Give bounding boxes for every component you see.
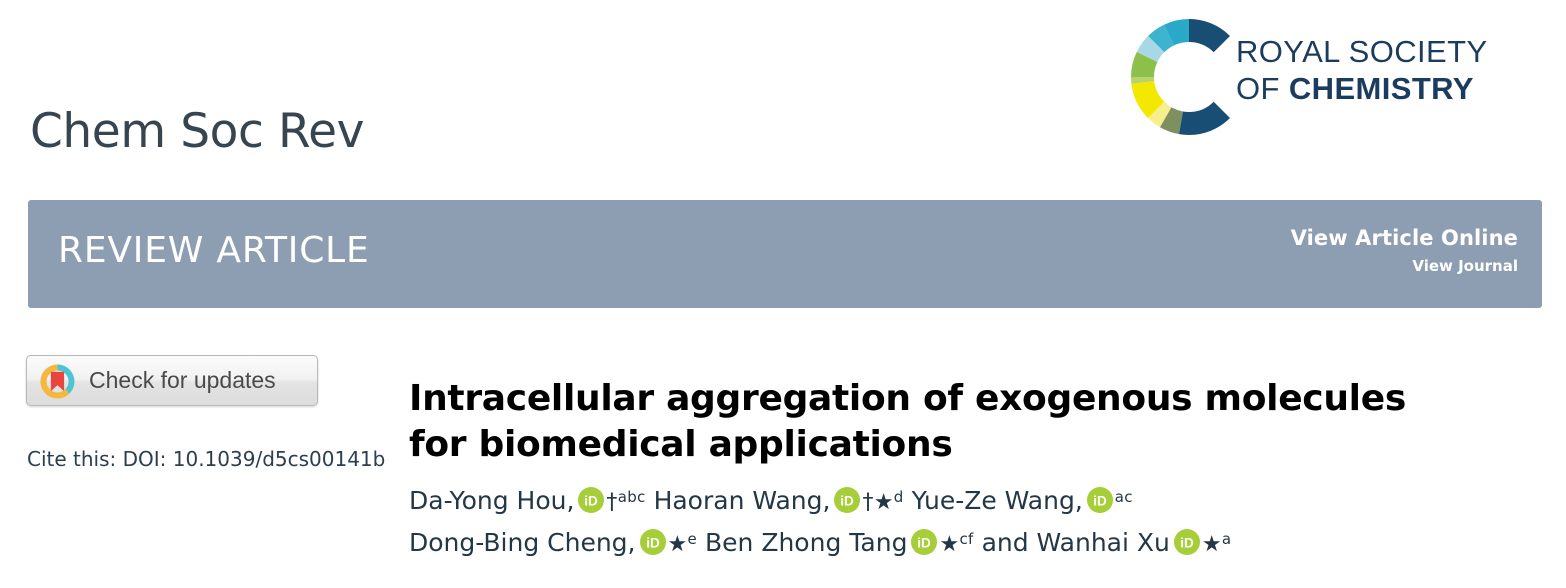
author-affiliation-marker: ac (1114, 488, 1133, 506)
svg-text:iD: iD (918, 535, 932, 550)
author-mark: ★ (667, 532, 688, 557)
publisher-name-line1: ROYAL SOCIETY (1236, 34, 1488, 69)
journal-title: Chem Soc Rev (30, 104, 365, 159)
orcid-icon[interactable]: iD (911, 528, 938, 566)
svg-text:iD: iD (585, 493, 599, 508)
publisher-logo: ROYAL SOCIETY OF CHEMISTRY (1128, 16, 1542, 136)
author-mark: ★ (1201, 532, 1222, 557)
author-name: and Wanhai Xu (981, 528, 1170, 557)
orcid-icon[interactable]: iD (834, 486, 861, 524)
orcid-icon[interactable]: iD (578, 486, 605, 524)
orcid-icon[interactable]: iD (1173, 528, 1200, 566)
orcid-icon[interactable]: iD (639, 528, 666, 566)
check-for-updates-label: Check for updates (89, 367, 276, 393)
publisher-name-line2-strong: CHEMISTRY (1288, 70, 1474, 106)
author-affiliation-marker: a (1221, 530, 1232, 548)
author-line-1: Da-Yong Hou, iD †abc Haoran Wang, iD †★d Yue… (409, 482, 1549, 524)
author-affiliation-marker: abc (617, 488, 646, 506)
author-name: Dong-Bing Cheng, (409, 528, 636, 557)
svg-text:iD: iD (1093, 493, 1107, 508)
author-affiliation-marker: e (687, 530, 698, 548)
author-line-2: Dong-Bing Cheng, iD ★e Ben Zhong Tang iD ★cf… (409, 524, 1549, 566)
author-affiliation-marker: cf (959, 530, 974, 548)
author-mark: † (606, 490, 618, 515)
author-affiliation-marker: d (893, 488, 904, 506)
orcid-icon[interactable]: iD (1086, 486, 1113, 524)
view-article-online-link[interactable]: View Article Online (1290, 226, 1518, 250)
view-links-group: View Article Online View Journal (1291, 226, 1518, 275)
author-list: Da-Yong Hou, iD †abc Haoran Wang, iD †★d Yue… (409, 482, 1549, 566)
crossmark-icon (38, 362, 77, 401)
rsc-logo-mark-icon (1128, 16, 1250, 138)
svg-text:iD: iD (841, 493, 855, 508)
cite-this-doi: Cite this: DOI: 10.1039/d5cs00141b (27, 447, 386, 471)
publisher-name-line2: OF CHEMISTRY (1236, 71, 1546, 108)
article-title-line2: for biomedical applications (409, 424, 953, 466)
publisher-name: ROYAL SOCIETY OF CHEMISTRY (1236, 34, 1546, 107)
article-title: Intracellular aggregation of exogenous m… (409, 376, 1539, 468)
author-name: Haoran Wang, (653, 486, 831, 515)
view-journal-link[interactable]: View Journal (1412, 257, 1518, 275)
publisher-name-line2-prefix: OF (1236, 70, 1289, 106)
article-type-banner: REVIEW ARTICLE View Article Online View … (28, 200, 1542, 308)
author-name: Da-Yong Hou, (409, 486, 575, 515)
article-type-label: REVIEW ARTICLE (58, 230, 370, 271)
author-name: Ben Zhong Tang (705, 528, 908, 557)
author-mark: ★ (939, 532, 960, 557)
author-mark: †★ (862, 490, 894, 515)
article-title-line1: Intracellular aggregation of exogenous m… (409, 378, 1406, 420)
author-name: Yue-Ze Wang, (911, 486, 1083, 515)
svg-text:iD: iD (646, 535, 660, 550)
check-for-updates-button[interactable]: Check for updates (26, 355, 318, 406)
svg-text:iD: iD (1180, 535, 1194, 550)
